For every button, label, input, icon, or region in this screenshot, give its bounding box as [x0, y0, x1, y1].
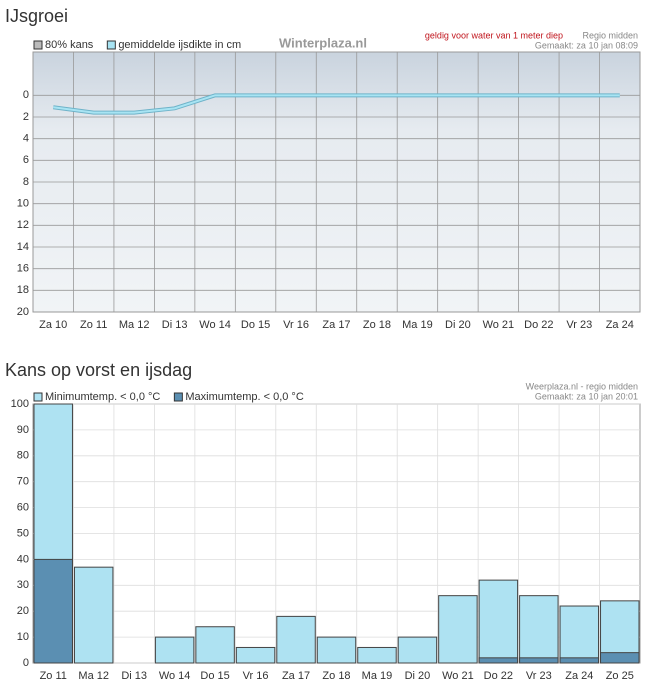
legend-label: gemiddelde ijsdikte in cm	[118, 39, 241, 51]
x-tick-label: Ma 19	[362, 670, 393, 682]
x-tick-label: Vr 23	[566, 319, 592, 331]
y-tick-label: 90	[17, 424, 29, 436]
bar	[316, 636, 357, 664]
legend-label: 80% kans	[45, 39, 94, 51]
x-tick-label: Zo 18	[322, 670, 350, 682]
line	[53, 94, 620, 114]
y-tick-label: 4	[23, 133, 29, 145]
bar	[397, 636, 438, 664]
x-tick-label: Za 24	[565, 670, 593, 682]
legend-swatch	[33, 40, 43, 50]
x-tick-label: Ma 12	[119, 319, 150, 331]
y-tick-label: 0	[23, 657, 29, 669]
y-tick-label: 100	[11, 398, 29, 410]
x-tick-label: Za 17	[282, 670, 310, 682]
legend-swatch	[106, 40, 116, 50]
y-tick-label: 20	[17, 306, 29, 318]
y-tick-label: 50	[17, 527, 29, 539]
chart-title: IJsgroei	[5, 6, 68, 26]
region: Weerplaza.nl - regio midden	[526, 381, 638, 391]
x-tick-label: Do 15	[200, 670, 229, 682]
bar	[478, 657, 519, 664]
legend-swatch	[173, 392, 183, 402]
x-tick-label: Za 24	[606, 319, 634, 331]
x-tick-label: Di 20	[445, 319, 471, 331]
y-tick-label: 16	[17, 263, 29, 275]
bar	[519, 595, 559, 664]
y-tick-label: 10	[17, 198, 29, 210]
chart-title: Kans op vorst en ijsdag	[5, 360, 192, 380]
x-tick-label: Do 22	[484, 670, 513, 682]
region: Regio midden	[582, 30, 638, 40]
x-tick-label: Wo 21	[483, 319, 515, 331]
x-tick-label: Di 13	[121, 670, 147, 682]
x-tick-label: Wo 21	[442, 670, 474, 682]
legend-label: Minimumtemp. < 0,0 °C	[45, 391, 160, 403]
bar	[519, 657, 559, 664]
x-tick-label: Do 22	[524, 319, 553, 331]
bar	[33, 558, 73, 664]
x-tick-label: Zo 18	[363, 319, 391, 331]
x-tick-label: Zo 11	[40, 670, 67, 682]
bar	[600, 652, 640, 664]
y-tick-label: 60	[17, 502, 29, 514]
y-tick-label: 80	[17, 450, 29, 462]
made: Gemaakt: za 10 jan 08:09	[535, 40, 638, 50]
x-tick-label: Ma 19	[402, 319, 433, 331]
x-tick-label: Vr 23	[526, 670, 552, 682]
x-tick-label: Za 17	[322, 319, 350, 331]
x-tick-label: Di 13	[162, 319, 188, 331]
bar	[73, 566, 114, 664]
x-tick-label: Wo 14	[199, 319, 231, 331]
legend-label: Maximumtemp. < 0,0 °C	[185, 391, 303, 403]
x-tick-label: Do 15	[241, 319, 270, 331]
bar	[438, 595, 478, 664]
y-tick-label: 10	[17, 631, 29, 643]
brand: Winterplaza.nl	[279, 35, 367, 50]
y-tick-label: 20	[17, 605, 29, 617]
bar	[235, 646, 276, 664]
y-tick-label: 2	[23, 111, 29, 123]
x-tick-label: Vr 16	[243, 670, 269, 682]
y-tick-label: 40	[17, 553, 29, 565]
x-tick-label: Wo 14	[159, 670, 191, 682]
bar	[195, 626, 235, 664]
bar	[276, 615, 316, 664]
y-tick-label: 70	[17, 476, 29, 488]
y-tick-label: 6	[23, 154, 29, 166]
x-tick-label: Vr 16	[283, 319, 309, 331]
bar	[559, 657, 600, 664]
note: geldig voor water van 1 meter diep	[425, 30, 563, 40]
made: Gemaakt: za 10 jan 20:01	[535, 391, 638, 401]
y-tick-label: 8	[23, 176, 29, 188]
bar	[154, 636, 195, 664]
bar	[559, 605, 600, 664]
y-tick-label: 30	[17, 579, 29, 591]
x-tick-label: Di 20	[405, 670, 431, 682]
x-tick-label: Zo 11	[80, 319, 107, 331]
x-tick-label: Za 10	[39, 319, 67, 331]
legend-swatch	[33, 392, 43, 402]
y-tick-label: 0	[23, 89, 29, 101]
x-tick-label: Zo 25	[606, 670, 634, 682]
x-tick-label: Ma 12	[78, 670, 109, 682]
y-tick-label: 18	[17, 284, 29, 296]
bar	[357, 646, 397, 664]
y-tick-label: 12	[17, 219, 29, 231]
y-tick-label: 14	[17, 241, 29, 253]
bar	[478, 579, 519, 664]
